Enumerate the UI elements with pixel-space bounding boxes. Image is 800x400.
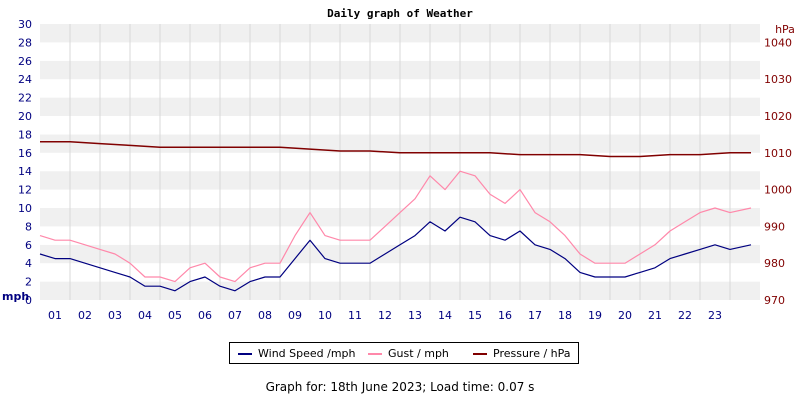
left-axis-tick-label: 10 bbox=[18, 202, 32, 215]
left-axis-tick-label: 28 bbox=[18, 36, 32, 49]
x-axis-tick-label: 22 bbox=[678, 309, 692, 322]
legend-label-gust: Gust / mph bbox=[388, 347, 449, 360]
x-axis-tick-label: 04 bbox=[138, 309, 152, 322]
x-axis-tick-label: 19 bbox=[588, 309, 602, 322]
series-line-pressure-hpa bbox=[40, 141, 751, 158]
chart-title: Daily graph of Weather bbox=[327, 7, 473, 20]
x-axis-ticks: 01 02 03 04 05 06 07 08 09 10 11 12 13 14 15 16 17 18 19 20… bbox=[48, 309, 722, 322]
x-axis-tick-label: 01 bbox=[48, 309, 62, 322]
left-axis-tick-label: 22 bbox=[18, 92, 32, 105]
left-axis-tick-label: 6 bbox=[25, 239, 32, 252]
right-axis-unit: hPa bbox=[775, 23, 795, 36]
right-axis-tick-label: 1000 bbox=[764, 184, 792, 197]
left-axis-tick-label: 30 bbox=[18, 18, 32, 31]
x-axis-tick-label: 13 bbox=[408, 309, 422, 322]
legend-label-wind-speed: Wind Speed /mph bbox=[258, 347, 356, 360]
right-axis-tick-label: 990 bbox=[764, 220, 785, 233]
x-axis-tick-label: 20 bbox=[618, 309, 632, 322]
legend-item-gust: Gust / mph bbox=[368, 347, 449, 360]
footer-status: Graph for: 18th June 2023; Load time: 0.… bbox=[265, 380, 535, 394]
x-axis-tick-label: 18 bbox=[558, 309, 572, 322]
x-axis-tick-label: 23 bbox=[708, 309, 722, 322]
left-axis-tick-label: 2 bbox=[25, 276, 32, 289]
left-axis-tick-label: 24 bbox=[18, 73, 32, 86]
left-axis-tick-label: 0 bbox=[25, 294, 32, 307]
x-axis-tick-label: 07 bbox=[228, 309, 242, 322]
legend-label-pressure: Pressure / hPa bbox=[493, 347, 571, 360]
legend-item-pressure: Pressure / hPa bbox=[473, 347, 571, 360]
x-axis-tick-label: 10 bbox=[318, 309, 332, 322]
right-axis-tick-label: 1010 bbox=[764, 147, 792, 160]
right-axis-tick-label: 1020 bbox=[764, 110, 792, 123]
right-axis-tick-label: 1030 bbox=[764, 73, 792, 86]
x-axis-tick-label: 15 bbox=[468, 309, 482, 322]
left-axis-tick-label: 26 bbox=[18, 55, 32, 68]
x-axis-tick-label: 08 bbox=[258, 309, 272, 322]
right-axis-tick-label: 1040 bbox=[764, 36, 792, 49]
x-axis-tick-label: 12 bbox=[378, 309, 392, 322]
x-axis-tick-label: 16 bbox=[498, 309, 512, 322]
series-line-wind-speed-mph bbox=[39, 216, 752, 292]
right-axis-ticks: 970 980 990 1000 1010 1020 1030 1040 bbox=[764, 36, 792, 307]
x-axis-tick-label: 11 bbox=[348, 309, 362, 322]
x-axis-tick-label: 09 bbox=[288, 309, 302, 322]
legend-swatch-wind-speed bbox=[238, 352, 252, 355]
left-axis-tick-label: 12 bbox=[18, 184, 32, 197]
x-axis-tick-label: 05 bbox=[168, 309, 182, 322]
series-line-gust-mph bbox=[39, 170, 752, 283]
chart-legend: Wind Speed /mph Gust / mph Pressure / hP… bbox=[229, 342, 579, 364]
x-axis-tick-label: 21 bbox=[648, 309, 662, 322]
legend-swatch-gust bbox=[368, 352, 382, 355]
plot-series bbox=[39, 141, 752, 292]
left-axis-tick-label: 18 bbox=[18, 128, 32, 141]
left-axis-tick-label: 14 bbox=[18, 165, 32, 178]
right-axis-tick-label: 980 bbox=[764, 257, 785, 270]
left-axis-tick-label: 8 bbox=[25, 220, 32, 233]
x-axis-tick-label: 02 bbox=[78, 309, 92, 322]
right-axis-tick-label: 970 bbox=[764, 294, 785, 307]
left-axis-tick-label: 4 bbox=[25, 257, 32, 270]
left-axis-unit: mph bbox=[2, 290, 29, 303]
left-axis-tick-label: 20 bbox=[18, 110, 32, 123]
x-axis-tick-label: 14 bbox=[438, 309, 452, 322]
legend-item-wind-speed: Wind Speed /mph bbox=[238, 347, 356, 360]
x-axis-tick-label: 06 bbox=[198, 309, 212, 322]
legend-swatch-pressure bbox=[473, 352, 487, 355]
x-axis-tick-label: 03 bbox=[108, 309, 122, 322]
x-axis-tick-label: 17 bbox=[528, 309, 542, 322]
left-axis-tick-label: 16 bbox=[18, 147, 32, 160]
